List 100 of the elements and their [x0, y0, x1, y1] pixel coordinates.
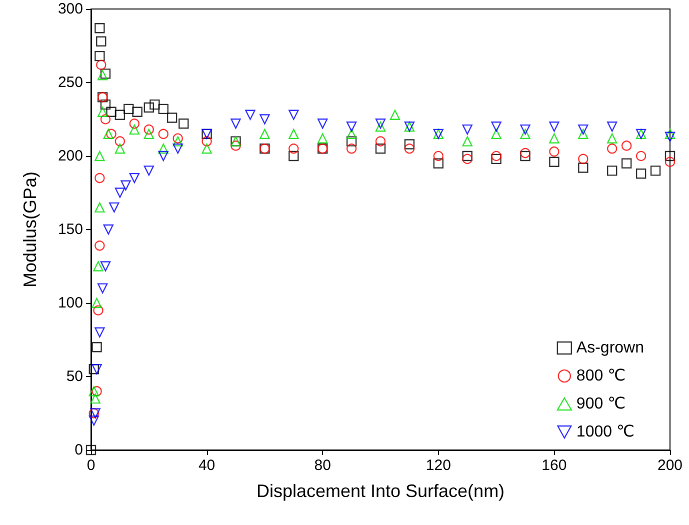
point: [172, 136, 183, 146]
point: [578, 128, 588, 140]
point: [404, 139, 415, 150]
point: [202, 144, 212, 154]
point: [318, 133, 328, 144]
point: [114, 136, 126, 146]
point: [520, 150, 530, 162]
point: [96, 36, 106, 46]
point: [100, 68, 111, 79]
point: [92, 364, 102, 374]
point: [520, 128, 530, 140]
x-tick-label: 120: [426, 457, 451, 474]
point: [664, 128, 676, 140]
point: [375, 136, 386, 146]
point: [549, 156, 560, 167]
point: [100, 99, 111, 110]
point: [433, 158, 444, 168]
point: [92, 342, 102, 352]
point: [158, 150, 168, 162]
point: [129, 124, 140, 135]
legend-label: 900 ℃: [576, 396, 626, 412]
point: [106, 128, 116, 140]
y-tick-label: 100: [58, 294, 83, 312]
point: [375, 118, 386, 129]
point: [346, 122, 357, 132]
y-tick-label: 50: [66, 368, 83, 385]
point: [92, 298, 102, 308]
point: [390, 110, 400, 120]
point: [520, 148, 530, 158]
point: [86, 444, 96, 456]
y-tick-label: 200: [58, 148, 83, 164]
x-tick-label: 200: [657, 457, 683, 474]
point: [144, 128, 154, 140]
point: [92, 386, 102, 396]
legend-label: 1000 ℃: [576, 424, 634, 440]
point: [90, 393, 100, 404]
point: [375, 122, 386, 132]
point: [260, 114, 270, 124]
point: [88, 364, 99, 374]
point: [607, 166, 618, 176]
point: [158, 104, 168, 114]
point: [230, 140, 241, 151]
x-tick-label: 160: [542, 457, 567, 474]
point: [288, 128, 299, 140]
x-tick-label: 0: [86, 457, 96, 474]
point: [172, 133, 183, 144]
point: [88, 386, 99, 396]
point: [94, 172, 105, 184]
point: [106, 106, 116, 117]
point: [318, 118, 328, 129]
point: [132, 106, 142, 117]
point: [114, 188, 126, 198]
point: [288, 110, 299, 120]
point: [375, 144, 386, 154]
point: [144, 124, 154, 135]
legend-label: 800 ℃: [576, 368, 626, 384]
point: [129, 118, 140, 129]
point: [578, 162, 588, 173]
point: [97, 70, 108, 80]
point: [245, 110, 256, 120]
point: [100, 114, 111, 124]
y-tick-label: 250: [58, 74, 83, 91]
point: [144, 166, 154, 176]
point: [94, 150, 105, 162]
x-tick-label: 80: [314, 457, 331, 474]
point: [94, 50, 105, 62]
point: [549, 122, 560, 132]
point: [158, 128, 168, 140]
point: [97, 106, 108, 117]
point: [491, 150, 502, 162]
point: [346, 144, 357, 154]
point: [144, 102, 154, 113]
point: [93, 305, 104, 316]
point: [462, 150, 472, 162]
point: [607, 122, 618, 132]
point: [94, 202, 105, 213]
point: [124, 104, 134, 114]
point: [346, 128, 357, 140]
point: [636, 168, 646, 179]
point: [103, 224, 114, 235]
point: [96, 60, 106, 70]
x-tick-label: 40: [198, 457, 216, 474]
point: [549, 133, 560, 144]
point: [433, 150, 444, 162]
point: [578, 124, 588, 135]
point: [520, 124, 530, 135]
point: [97, 283, 108, 294]
point: [650, 166, 661, 176]
point: [664, 132, 676, 142]
y-axis-title: Modulus(GPa): [20, 171, 40, 288]
point: [93, 261, 104, 272]
point: [462, 136, 472, 146]
point: [166, 112, 178, 123]
y-tick-label: 0: [74, 442, 83, 458]
point: [549, 146, 560, 157]
point: [178, 118, 189, 129]
legend-label: As-grown: [576, 340, 644, 356]
point: [100, 261, 111, 272]
point: [288, 150, 299, 162]
point: [462, 124, 472, 135]
